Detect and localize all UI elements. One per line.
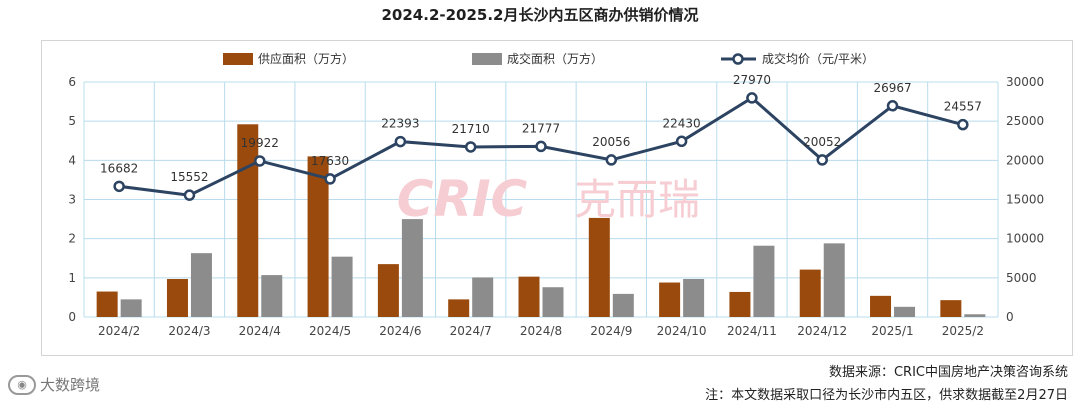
brand-watermark: ◉ 大数跨境	[8, 374, 100, 395]
legend-swatch-transaction	[472, 53, 502, 65]
bar-supply	[307, 156, 329, 317]
price-data-label: 21777	[522, 121, 560, 135]
legend-label-price: 成交均价（元/平米）	[762, 51, 874, 66]
bar-transaction	[190, 253, 212, 317]
price-data-label: 21710	[452, 122, 490, 136]
bar-supply	[799, 269, 821, 317]
combo-chart: CRIC 克而瑞 0 1 2 3 4 5 6 0 5000 10000 15000 20000 25000 3…	[68, 51, 1044, 338]
watermark-logo: CRIC	[397, 170, 528, 228]
legend-label-transaction: 成交面积（万方）	[507, 51, 603, 66]
bar-supply	[237, 124, 259, 317]
price-point	[394, 135, 407, 148]
price-point	[605, 154, 618, 166]
price-point	[254, 155, 266, 167]
price-point	[816, 154, 828, 166]
x-tick-label: 2024/5	[309, 324, 351, 338]
price-point	[675, 135, 688, 148]
x-tick-label: 2024/11	[727, 324, 777, 338]
y-right-tick-label: 0	[1006, 310, 1014, 324]
bar-supply	[518, 276, 540, 317]
price-data-label: 20052	[803, 135, 841, 149]
bar-supply	[729, 291, 751, 317]
price-point	[535, 140, 547, 153]
y-left-tick-label: 2	[68, 232, 76, 246]
bar-transaction	[894, 306, 916, 317]
y-right-tick-label: 30000	[1006, 75, 1044, 89]
bar-supply	[870, 295, 892, 317]
x-tick-label: 2024/4	[239, 324, 281, 338]
price-point	[183, 189, 196, 201]
y-left-tick-label: 3	[68, 193, 76, 207]
bar-transaction	[542, 287, 564, 317]
y-left-tick-label: 6	[68, 75, 76, 89]
bar-transaction	[753, 245, 775, 317]
y-left-tick-label: 5	[68, 114, 76, 128]
x-tick-label: 2024/6	[379, 324, 421, 338]
bar-supply	[377, 264, 399, 317]
price-data-label: 22430	[663, 116, 701, 130]
data-note: 注：本文数据采取口径为长沙市内五区，供求数据截至2月27日	[705, 388, 1068, 403]
legend-swatch-supply	[223, 53, 253, 65]
y-right-tick-label: 20000	[1006, 153, 1044, 167]
price-data-label: 17630	[311, 154, 349, 168]
bar-supply	[96, 291, 118, 317]
bar-transaction	[401, 219, 423, 317]
price-data-label: 15552	[170, 170, 208, 184]
price-point	[464, 141, 477, 153]
price-data-label: 16682	[100, 161, 138, 175]
price-point	[113, 180, 125, 193]
price-point	[886, 100, 899, 112]
price-data-label: 19922	[241, 136, 279, 150]
data-source: 数据来源：CRIC中国房地产决策咨询系统	[828, 365, 1068, 380]
legend-label-supply: 供应面积（万方）	[258, 51, 354, 66]
weibo-icon: ◉	[8, 374, 36, 395]
x-tick-label: 2024/9	[590, 324, 632, 338]
bar-transaction	[683, 279, 705, 317]
bar-supply	[448, 299, 470, 317]
bar-supply	[588, 217, 610, 317]
price-data-label: 26967	[873, 81, 911, 95]
brand-text: 大数跨境	[40, 376, 101, 394]
price-point	[324, 173, 336, 185]
price-data-label: 20056	[592, 135, 630, 149]
y-right-tick-label: 5000	[1006, 271, 1037, 285]
y-right-tick-label: 10000	[1006, 232, 1044, 246]
y-left-tick-label: 0	[68, 310, 76, 324]
chart-panel: CRIC 克而瑞 0 1 2 3 4 5 6 0 5000 10000 15000 20000 25000 3…	[41, 40, 1073, 356]
bar-supply	[940, 300, 962, 317]
bar-transaction	[823, 243, 845, 317]
price-point	[957, 118, 969, 131]
y-left-tick-label: 4	[68, 153, 76, 167]
bar-transaction	[964, 314, 986, 317]
bar-transaction	[120, 299, 142, 317]
x-tick-label: 2024/2	[98, 324, 140, 338]
price-point	[746, 92, 758, 104]
watermark-brand: 克而瑞	[574, 175, 700, 224]
price-data-label: 27970	[733, 73, 771, 87]
y-right-tick-label: 25000	[1006, 114, 1044, 128]
y-right-tick-label: 15000	[1006, 193, 1044, 207]
x-tick-label: 2024/8	[520, 324, 562, 338]
legend-marker-price	[732, 53, 744, 65]
x-tick-label: 2024/10	[657, 324, 707, 338]
x-tick-label: 2024/12	[797, 324, 847, 338]
x-tick-label: 2025/1	[871, 324, 913, 338]
y-left-tick-label: 1	[68, 271, 76, 285]
bar-transaction	[331, 256, 353, 317]
bar-supply	[659, 282, 681, 317]
bar-transaction	[612, 293, 634, 317]
bar-supply	[166, 279, 188, 317]
x-tick-label: 2025/2	[942, 324, 984, 338]
bar-transaction	[472, 277, 494, 317]
x-tick-label: 2024/7	[450, 324, 492, 338]
price-data-label: 22393	[381, 117, 419, 131]
price-data-label: 24557	[944, 100, 982, 114]
bar-transaction	[261, 275, 283, 317]
chart-title: 2024.2-2025.2月长沙内五区商办供销价情况	[381, 6, 699, 24]
x-tick-label: 2024/3	[168, 324, 210, 338]
